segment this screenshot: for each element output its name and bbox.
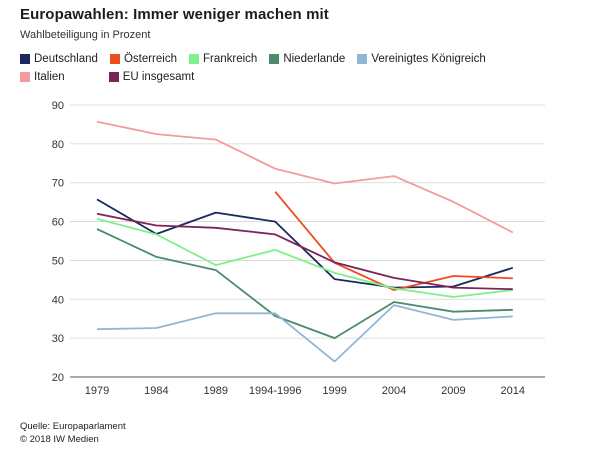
legend-item-oesterreich: Österreich (109, 53, 177, 65)
series-lines (96, 120, 514, 363)
y-tick-label-70: 70 (52, 178, 64, 190)
legend-label-italien: Italien (34, 71, 65, 83)
chart-title: Europawahlen: Immer weniger machen mit (20, 6, 329, 23)
x-tick-label-2014: 2014 (501, 385, 525, 397)
x-tick-label-1979: 1979 (85, 385, 109, 397)
legend-label-frankreich: Frankreich (202, 53, 258, 65)
x-tick-label-1989: 1989 (204, 385, 228, 397)
legend-swatch-frankreich (188, 54, 199, 64)
source-text: Quelle: Europaparlament (20, 421, 126, 432)
y-tick-label-30: 30 (52, 333, 64, 345)
legend-label-deutschland: Deutschland (34, 53, 98, 65)
legend-item-vereinigtes-koenigreich: Vereinigtes Königreich (357, 53, 486, 65)
legend-swatch-oesterreich (109, 54, 120, 64)
y-tick-label-40: 40 (52, 294, 64, 306)
series-line-niederlande (96, 228, 513, 340)
series-line-frankreich (96, 218, 513, 298)
series-line-oesterreich (274, 191, 513, 291)
x-axis-labels: 1979 1984 1989 1994-1996 1999 2004 2009 2014 (85, 385, 525, 397)
y-tick-label-50: 50 (52, 255, 64, 267)
legend-swatch-niederlande (269, 54, 280, 64)
legend-row-1: Deutschland Österreich Frankreich Nieder… (20, 50, 590, 68)
series-line-eu-insgesamt (96, 212, 513, 291)
series-line-vereinigtes-koenigreich (96, 304, 513, 363)
legend-item-italien: Italien (20, 71, 65, 83)
chart-subtitle: Wahlbeteiligung in Prozent (20, 29, 151, 41)
legend-swatch-italien (20, 72, 30, 82)
x-tick-label-1984: 1984 (144, 385, 168, 397)
legend-swatch-vereinigtes-koenigreich (357, 54, 368, 64)
series-line-deutschland (96, 198, 514, 289)
x-tick-label-2009: 2009 (441, 385, 465, 397)
legend-label-eu-insgesamt: EU insgesamt (122, 71, 195, 83)
legend-row-2: Italien EU insgesamt (20, 68, 590, 86)
legend-item-niederlande: Niederlande (269, 53, 345, 65)
gridlines (70, 104, 545, 378)
x-tick-label-1994-1996: 1994-1996 (249, 385, 302, 397)
y-tick-label-90: 90 (52, 100, 64, 112)
legend-swatch-eu-insgesamt (108, 72, 119, 82)
y-tick-label-60: 60 (52, 217, 64, 229)
y-tick-label-20: 20 (52, 372, 64, 384)
legend-label-vereinigtes-koenigreich: Vereinigtes Königreich (371, 53, 486, 65)
legend-item-deutschland: Deutschland (20, 53, 98, 65)
legend-swatch-deutschland (20, 54, 30, 64)
copyright-text: © 2018 IW Medien (20, 434, 99, 445)
legend-item-eu-insgesamt: EU insgesamt (108, 71, 195, 83)
source-note: Quelle: Europaparlament © 2018 IW Medien (20, 420, 126, 446)
x-tick-label-1999: 1999 (322, 385, 346, 397)
series-line-italien (96, 120, 514, 234)
x-tick-label-2004: 2004 (382, 385, 406, 397)
y-tick-label-80: 80 (52, 139, 64, 151)
legend-item-frankreich: Frankreich (188, 53, 258, 65)
legend-label-oesterreich: Österreich (123, 53, 177, 65)
legend-label-niederlande: Niederlande (283, 53, 346, 65)
y-axis-labels: 90 80 70 60 50 40 30 20 (52, 100, 64, 384)
legend: Deutschland Österreich Frankreich Nieder… (20, 50, 590, 86)
